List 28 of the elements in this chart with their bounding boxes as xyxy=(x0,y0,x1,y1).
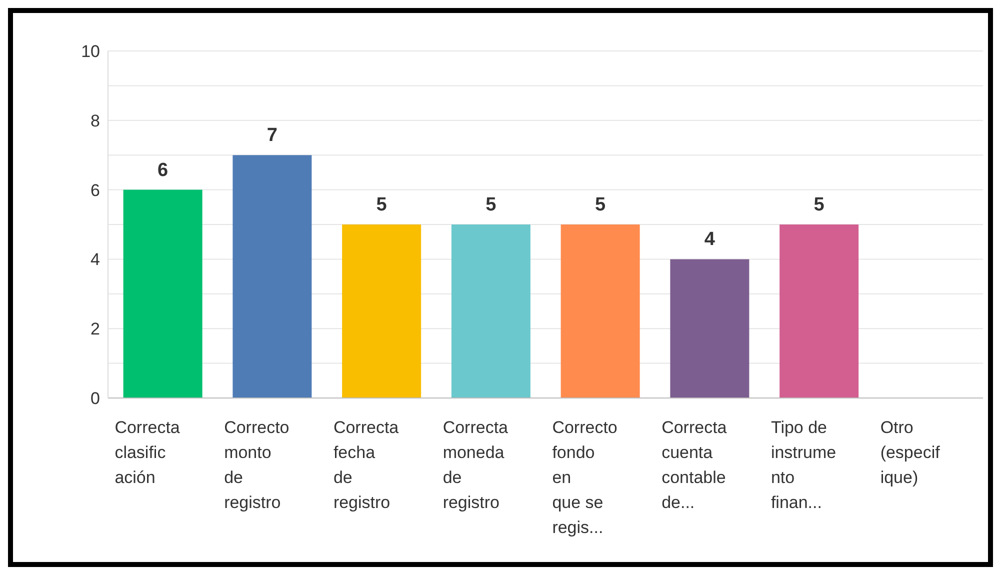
data-label: 5 xyxy=(814,194,825,216)
x-tick-label: Correcto monto de registro xyxy=(224,418,290,512)
x-tick-label: Correcta fecha de registro xyxy=(333,418,400,512)
y-tick-label: 0 xyxy=(90,389,100,408)
bar xyxy=(560,224,640,398)
x-tick-label: Otro (especif ique) xyxy=(880,418,940,487)
y-tick-label: 6 xyxy=(90,180,100,200)
x-tick-label: Correcto fondo en que se regis... xyxy=(552,418,618,537)
x-tick-label: Correcta moneda de registro xyxy=(442,418,509,512)
data-label: 6 xyxy=(158,160,168,181)
data-label: 4 xyxy=(704,229,716,250)
x-tick-label: Correcta clasific ación xyxy=(114,418,180,487)
data-label: 5 xyxy=(376,194,388,216)
x-tick-label: Correcta cuenta contable de... xyxy=(662,418,728,512)
bar xyxy=(780,224,859,398)
y-tick-label: 8 xyxy=(90,111,100,130)
data-label: 7 xyxy=(266,125,278,146)
y-tick-label: 4 xyxy=(90,250,100,270)
bar xyxy=(232,155,312,398)
x-tick-label: Tipo de instrume nto finan... xyxy=(770,418,836,512)
bar xyxy=(670,259,750,398)
bar xyxy=(342,224,422,398)
y-tick-label: 10 xyxy=(81,42,100,62)
bar xyxy=(123,190,202,398)
y-tick-label: 2 xyxy=(90,320,100,339)
data-label: 5 xyxy=(486,194,497,216)
data-label: 5 xyxy=(595,194,606,216)
bar xyxy=(451,224,530,398)
